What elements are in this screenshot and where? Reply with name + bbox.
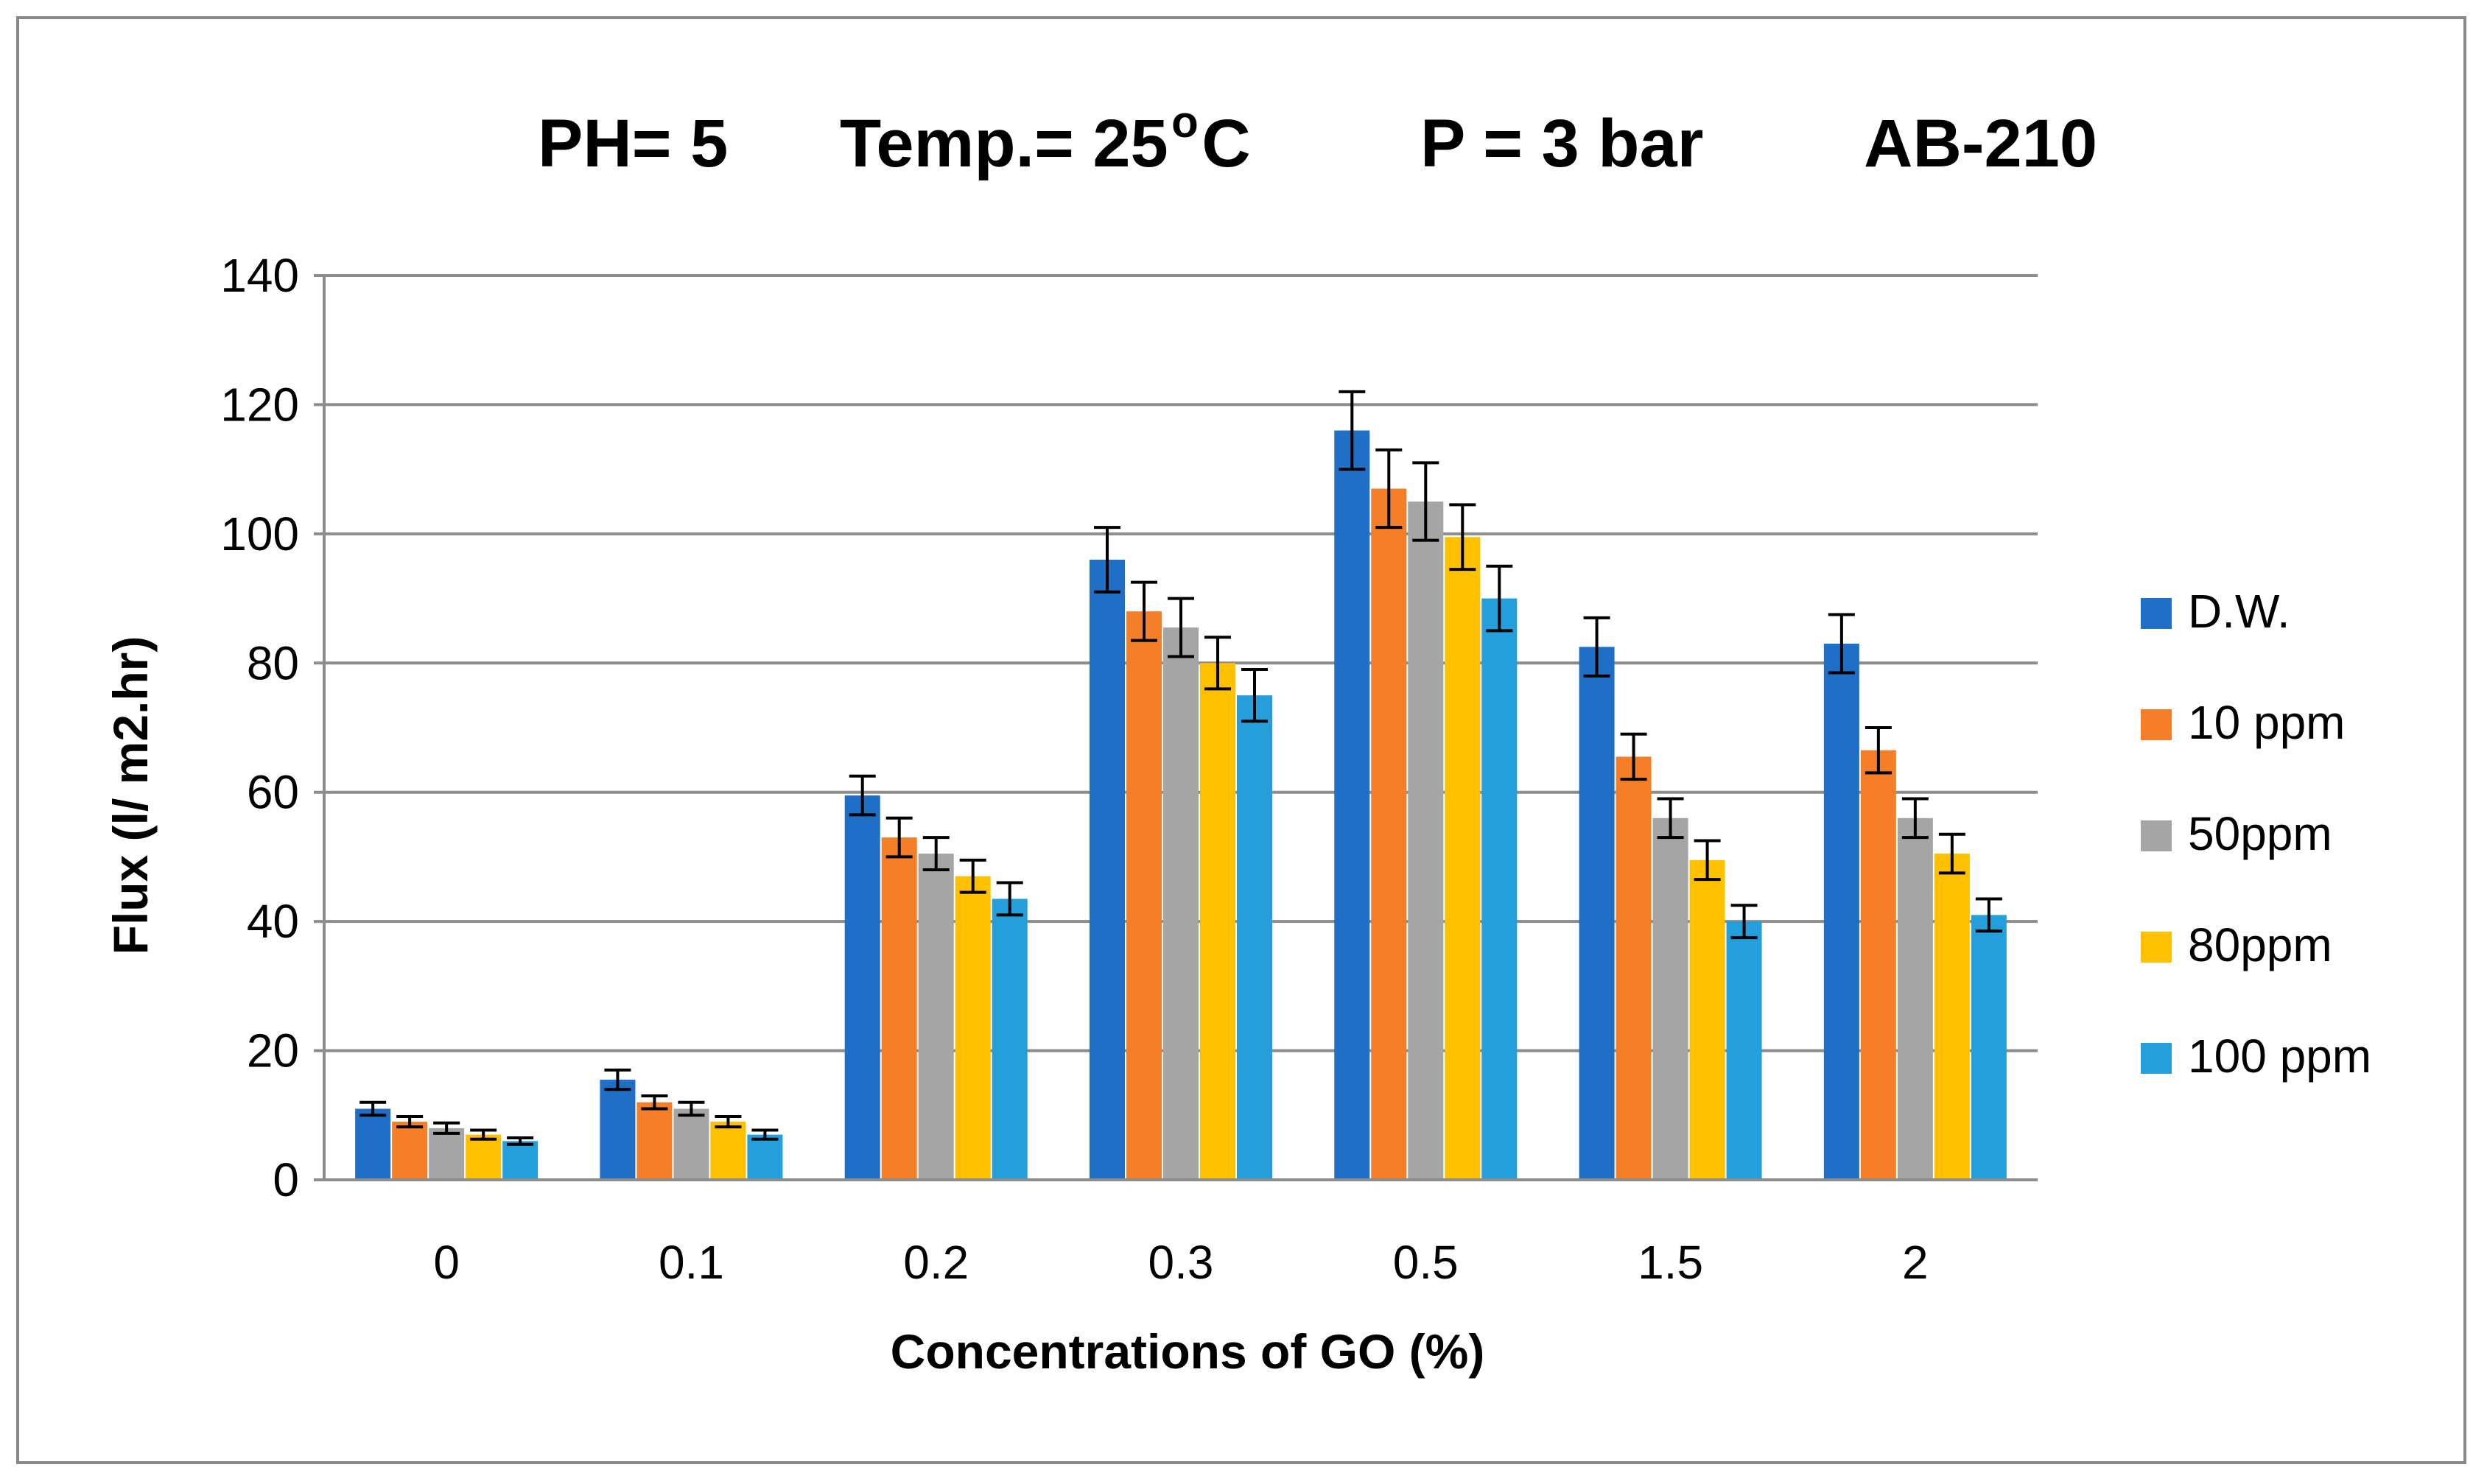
x-axis-ticks: 0 0.1 0.2 0.3 0.5 1.5 2 bbox=[324, 1178, 2038, 1289]
bar-10-ppm-1.5 bbox=[1616, 756, 1652, 1180]
title-membrane: AB-210 bbox=[1864, 106, 2097, 181]
y-axis-title: Flux (l/ m2.hr) bbox=[103, 636, 158, 955]
bar-80ppm-0.2 bbox=[955, 876, 991, 1180]
title-celsius: C bbox=[1202, 106, 1250, 181]
legend-label: 100 ppm bbox=[2188, 1030, 2371, 1083]
bar-10-ppm-2 bbox=[1860, 750, 1896, 1180]
y-tick-label: 40 bbox=[247, 895, 299, 948]
bar-10-ppm-0.3 bbox=[1126, 611, 1162, 1180]
x-tick-label: 0 bbox=[433, 1236, 460, 1289]
bar-50ppm-0.1 bbox=[673, 1108, 709, 1180]
bar-100-ppm-2 bbox=[1971, 915, 2007, 1180]
bar-100-ppm-0 bbox=[502, 1141, 539, 1180]
title-temp: Temp.= 25 bbox=[840, 106, 1168, 181]
x-tick-label: 0.2 bbox=[903, 1236, 969, 1289]
error-bars bbox=[359, 390, 2002, 1146]
legend-swatch bbox=[2141, 932, 2172, 963]
chart-title: PH= 5 Temp.= 25 o C P = 3 bar AB-210 bbox=[538, 97, 2097, 181]
legend-swatch bbox=[2141, 598, 2172, 629]
title-pressure: P = 3 bar bbox=[1420, 106, 1703, 181]
bar-50ppm-1.5 bbox=[1652, 817, 1688, 1180]
legend-swatch bbox=[2141, 820, 2172, 851]
y-tick-label: 140 bbox=[220, 249, 299, 302]
legend-swatch bbox=[2141, 709, 2172, 740]
bar-10-ppm-0 bbox=[392, 1122, 428, 1180]
bar-10-ppm-0.2 bbox=[881, 837, 917, 1180]
bar-10-ppm-0.1 bbox=[636, 1102, 673, 1180]
legend-label: 80ppm bbox=[2188, 918, 2332, 971]
legend: D.W. 10 ppm 50ppm 80ppm 100 ppm bbox=[2141, 585, 2371, 1083]
bar-100-ppm-0.5 bbox=[1481, 598, 1518, 1180]
bars bbox=[355, 430, 2007, 1180]
bar-50ppm-2 bbox=[1897, 817, 1933, 1180]
x-tick-label: 1.5 bbox=[1638, 1236, 1703, 1289]
legend-label: 10 ppm bbox=[2188, 696, 2345, 749]
legend-swatch bbox=[2141, 1043, 2172, 1074]
bar-10-ppm-0.5 bbox=[1371, 488, 1407, 1180]
bar-80ppm-0.1 bbox=[710, 1122, 746, 1180]
bar-80ppm-2 bbox=[1934, 854, 1970, 1180]
bar-100-ppm-1.5 bbox=[1726, 921, 1762, 1180]
y-tick-label: 120 bbox=[220, 378, 299, 431]
bar-100-ppm-0.3 bbox=[1237, 695, 1272, 1180]
bar-80ppm-1.5 bbox=[1689, 859, 1725, 1180]
bar-50ppm-0.2 bbox=[918, 854, 954, 1180]
y-tick-label: 80 bbox=[247, 636, 299, 689]
bar-d-w--0.1 bbox=[600, 1080, 636, 1180]
bar-100-ppm-0.2 bbox=[992, 899, 1028, 1180]
bar-d-w--0.2 bbox=[844, 795, 880, 1180]
y-tick-label: 100 bbox=[220, 507, 299, 560]
bar-80ppm-0.3 bbox=[1200, 663, 1235, 1180]
bar-80ppm-0 bbox=[466, 1134, 502, 1180]
x-tick-label: 2 bbox=[1902, 1236, 1929, 1289]
legend-label: D.W. bbox=[2188, 585, 2290, 638]
bar-50ppm-0.5 bbox=[1408, 502, 1444, 1180]
legend-label: 50ppm bbox=[2188, 807, 2332, 860]
title-degree: o bbox=[1171, 97, 1199, 147]
bar-d-w--2 bbox=[1823, 643, 1859, 1180]
bar-50ppm-0.3 bbox=[1163, 627, 1199, 1180]
x-axis-title: Concentrations of GO (%) bbox=[891, 1324, 1485, 1379]
y-tick-label: 20 bbox=[247, 1024, 299, 1077]
bar-50ppm-0 bbox=[429, 1128, 465, 1180]
bar-d-w--1.5 bbox=[1579, 647, 1615, 1180]
bar-d-w--0.5 bbox=[1334, 430, 1370, 1180]
bar-d-w--0 bbox=[355, 1108, 391, 1180]
chart-frame bbox=[16, 16, 2466, 1464]
y-axis-ticks: 0 20 40 60 80 100 120 140 bbox=[220, 249, 299, 1206]
x-tick-label: 0.1 bbox=[659, 1236, 724, 1289]
y-tick-label: 60 bbox=[247, 766, 299, 819]
bar-d-w--0.3 bbox=[1090, 559, 1125, 1180]
bar-100-ppm-0.1 bbox=[747, 1134, 783, 1180]
y-tick-label: 0 bbox=[273, 1153, 299, 1206]
title-ph: PH= 5 bbox=[538, 106, 728, 181]
x-tick-label: 0.3 bbox=[1148, 1236, 1214, 1289]
bar-80ppm-0.5 bbox=[1445, 537, 1481, 1180]
x-tick-label: 0.5 bbox=[1393, 1236, 1459, 1289]
